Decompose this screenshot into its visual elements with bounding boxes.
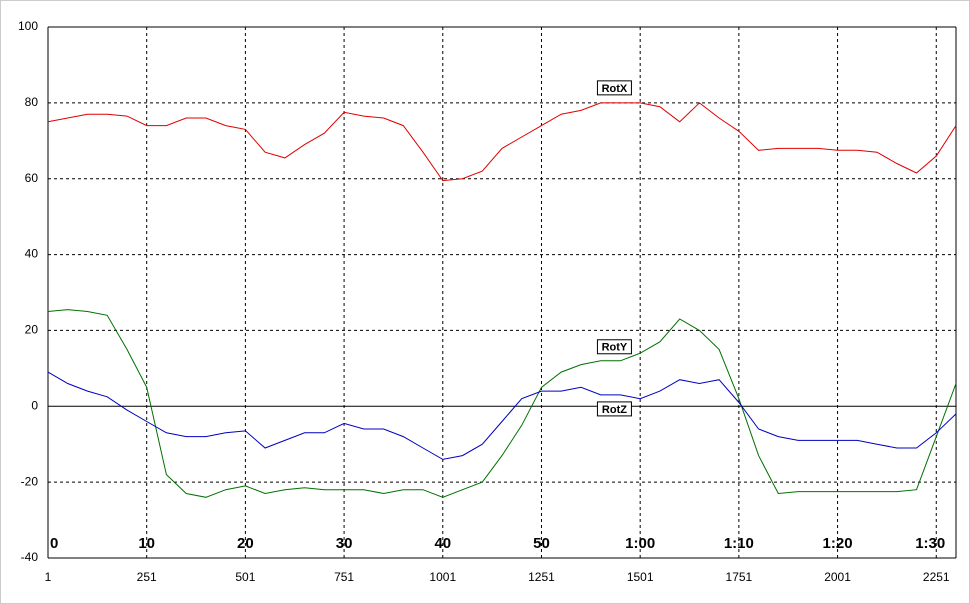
time-label: 1:00 [625, 535, 655, 552]
x-tick-label: 2251 [923, 570, 950, 584]
time-label: 1:10 [724, 535, 754, 552]
y-tick-label: 0 [31, 398, 38, 412]
series-line [47, 371, 957, 460]
x-tick-label: 1 [45, 570, 52, 584]
x-tick-label: 751 [334, 570, 354, 584]
time-label: 20 [237, 535, 254, 552]
series-label: RotY [602, 342, 628, 354]
time-label: 10 [138, 535, 155, 552]
series-label-box [596, 339, 632, 355]
time-label: 40 [434, 535, 451, 552]
x-tick-label: 1501 [627, 570, 654, 584]
x-tick-label: 1251 [528, 570, 555, 584]
y-tick-label: 80 [25, 95, 39, 109]
x-tick-label: 501 [235, 570, 255, 584]
y-tick-label: 40 [25, 247, 39, 261]
series-label: RotX [602, 83, 628, 95]
time-label: 50 [533, 535, 550, 552]
time-label: 30 [336, 535, 353, 552]
y-tick-label: -40 [21, 550, 39, 564]
time-label: 1:20 [823, 535, 853, 552]
y-tick-label: 100 [18, 19, 38, 33]
series-label: RotZ [602, 404, 627, 416]
series-label-box [596, 401, 632, 417]
x-tick-label: 251 [137, 570, 157, 584]
y-tick-label: 60 [25, 171, 39, 185]
series-line [47, 309, 957, 498]
x-tick-label: 2001 [824, 570, 851, 584]
time-label: 1:30 [915, 535, 945, 552]
series-label-box [596, 80, 632, 96]
x-tick-label: 1001 [429, 570, 456, 584]
series-line [47, 102, 957, 182]
y-tick-label: -20 [21, 474, 39, 488]
time-label: 0 [50, 535, 58, 552]
x-tick-label: 1751 [726, 570, 753, 584]
y-tick-label: 20 [25, 323, 39, 337]
